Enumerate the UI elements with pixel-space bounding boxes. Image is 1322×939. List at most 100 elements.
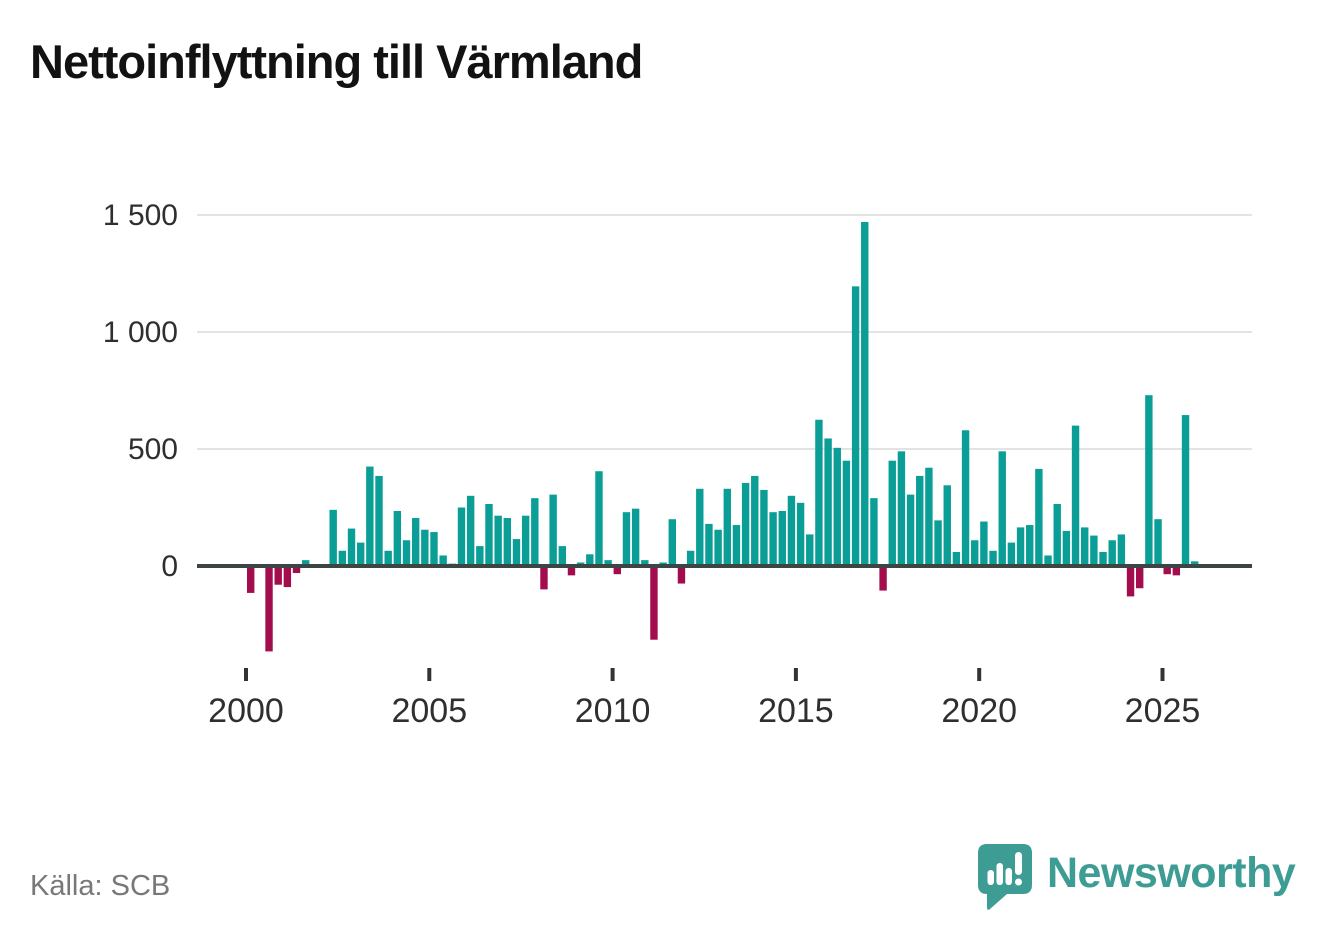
bar-2003-Q1 [356,542,365,566]
bar-2019-Q2 [952,551,961,566]
y-axis-label: 0 [161,550,178,583]
bar-2020-Q1 [980,521,988,566]
bar-2007-Q3 [521,515,530,566]
bar-2023-Q2 [1099,551,1107,566]
bar-2018-Q2 [916,475,924,566]
bar-2015-Q2 [806,534,814,566]
logo-bar-1 [987,870,994,885]
bar-2013-Q2 [732,525,741,566]
bar-2004-Q4 [421,529,429,566]
bar-2004-Q3 [411,518,420,566]
bar-2011-Q4 [677,566,686,584]
y-axis-label: 500 [128,433,178,466]
logo-bubble-shape [978,844,1032,910]
newsworthy-brand: Newsworthy [977,843,1296,915]
bar-2002-Q2 [329,509,337,566]
bar-2024-Q3 [1145,395,1153,566]
bar-2022-Q3 [1071,425,1080,566]
bar-2019-Q4 [971,540,979,566]
x-axis-label: 2010 [575,692,651,730]
x-axis-label: 2005 [391,692,467,730]
bar-2023-Q1 [1090,535,1098,566]
bar-2017-Q4 [897,451,906,566]
bar-2010-Q2 [622,512,631,566]
bar-2012-Q2 [696,488,704,566]
bar-2022-Q1 [1053,503,1061,566]
bar-2008-Q3 [558,546,567,566]
bar-2001-Q2 [292,566,301,574]
bar-2008-Q1 [540,566,548,590]
bar-2005-Q1 [430,532,438,566]
bar-2009-Q2 [586,554,594,566]
bar-2006-Q3 [485,503,493,566]
bar-2009-Q4 [604,560,612,566]
logo-exclamation-bar [1015,852,1022,875]
bar-2004-Q1 [393,511,402,566]
bar-2023-Q4 [1117,534,1126,566]
bar-2005-Q2 [439,555,447,566]
bar-2001-Q3 [301,560,310,566]
bar-2014-Q1 [760,489,768,566]
y-axis-label: 1 500 [103,199,178,232]
bar-2021-Q4 [1044,555,1052,566]
y-axis-label: 1 000 [103,316,178,349]
bar-2018-Q3 [925,467,933,566]
brand-name: Newsworthy [1047,849,1296,897]
bar-2017-Q2 [879,566,887,591]
bar-2014-Q4 [787,495,796,566]
bar-2013-Q4 [751,475,759,566]
bar-2000-Q1 [247,566,255,593]
bar-2000-Q4 [274,566,282,585]
bar-2016-Q1 [833,447,841,566]
bar-2021-Q3 [1035,468,1043,566]
source-note: Källa: SCB [30,870,171,902]
bar-2008-Q2 [549,494,557,566]
bar-2018-Q4 [934,520,942,566]
bar-2017-Q1 [870,498,878,566]
bar-2015-Q3 [815,419,823,566]
bar-2009-Q3 [595,471,603,566]
x-axis-label: 2000 [208,692,284,730]
bar-2025-Q4 [1190,561,1199,566]
bar-2003-Q2 [366,466,374,566]
bar-2001-Q1 [283,566,292,588]
bar-2011-Q1 [650,566,658,640]
bar-2005-Q4 [457,507,466,566]
bar-2018-Q1 [906,494,915,566]
bar-2025-Q1 [1163,566,1171,575]
bar-2019-Q3 [961,430,970,566]
bar-2015-Q4 [824,438,832,566]
bar-2013-Q3 [741,482,750,566]
bar-2010-Q1 [613,566,621,575]
bar-2006-Q2 [476,546,484,566]
bar-2007-Q1 [503,518,512,566]
bar-2021-Q1 [1016,527,1025,566]
bar-2022-Q4 [1081,527,1089,566]
bar-2003-Q3 [375,475,383,566]
bar-2021-Q2 [1026,525,1034,566]
bar-2008-Q4 [567,566,576,576]
chart-title: Nettoinflyttning till Värmland [30,35,643,88]
bar-2016-Q3 [851,286,860,566]
bar-2010-Q4 [641,560,649,566]
bar-2013-Q1 [723,488,731,566]
bar-2000-Q3 [265,566,273,652]
bar-2020-Q2 [989,550,997,566]
bar-2025-Q2 [1172,566,1181,576]
bar-2002-Q3 [338,550,347,566]
bar-2011-Q3 [668,519,676,566]
bar-2016-Q4 [861,222,869,566]
bar-2006-Q4 [494,515,502,566]
bar-2016-Q2 [842,460,851,566]
bar-2017-Q3 [888,460,896,566]
logo-exclamation-dot [1015,878,1022,886]
x-axis-label: 2025 [1125,692,1201,730]
bar-2024-Q1 [1126,566,1135,597]
bar-2007-Q2 [512,539,521,566]
bar-2025-Q3 [1181,415,1190,566]
bar-2007-Q4 [531,498,539,566]
logo-bar-3 [1005,868,1012,885]
bar-2022-Q2 [1062,530,1071,566]
